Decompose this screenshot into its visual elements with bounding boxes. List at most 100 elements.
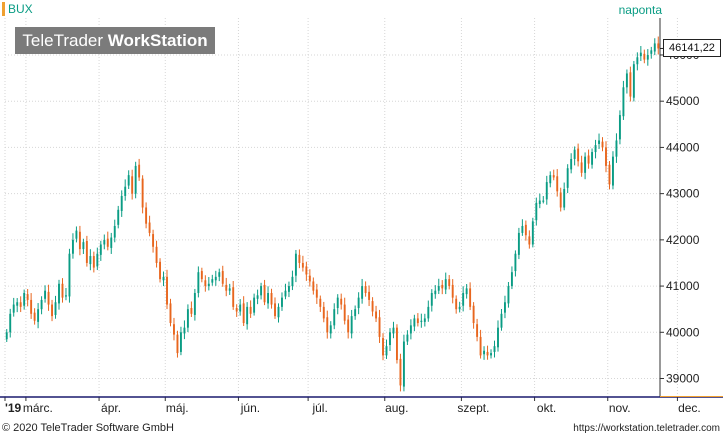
candle-body bbox=[535, 202, 538, 221]
candle-body bbox=[110, 237, 113, 248]
candle-body bbox=[246, 306, 249, 325]
candle-body bbox=[531, 221, 534, 245]
candle-body bbox=[573, 149, 576, 159]
candle-body bbox=[643, 53, 646, 60]
candle-body bbox=[559, 192, 562, 208]
candle-body bbox=[145, 207, 148, 224]
candle-body bbox=[225, 284, 228, 291]
candle-body bbox=[462, 293, 465, 306]
candle-body bbox=[504, 302, 506, 313]
x-tick-label: okt. bbox=[537, 401, 556, 415]
candle-body bbox=[357, 297, 360, 309]
x-tick-label: jún. bbox=[240, 401, 260, 415]
candle-body bbox=[263, 284, 266, 303]
candle-body bbox=[315, 289, 318, 298]
candle-body bbox=[340, 298, 343, 305]
candle-body bbox=[120, 195, 123, 211]
candle-body bbox=[476, 324, 479, 337]
candle-body bbox=[465, 288, 468, 295]
candle-body bbox=[354, 309, 357, 317]
candle-body bbox=[451, 284, 454, 298]
x-tick-label: máj. bbox=[166, 401, 189, 415]
candle-body bbox=[214, 276, 217, 281]
candle-body bbox=[625, 73, 628, 88]
candle-body bbox=[455, 298, 458, 310]
candle-body bbox=[598, 140, 600, 144]
candle-body bbox=[601, 141, 604, 148]
candle-body bbox=[68, 253, 71, 297]
candle-body bbox=[406, 334, 409, 342]
y-tick-label: 43000 bbox=[666, 187, 700, 201]
candle-body bbox=[350, 316, 353, 334]
candle-body bbox=[124, 186, 127, 196]
candle-body bbox=[138, 164, 141, 178]
candle-body bbox=[364, 286, 367, 294]
candle-body bbox=[249, 306, 252, 314]
series-name: BUX bbox=[2, 2, 33, 16]
y-tick-label: 41000 bbox=[666, 279, 700, 293]
candle-body bbox=[186, 309, 189, 328]
candle-body bbox=[524, 224, 527, 236]
candle-body bbox=[552, 175, 555, 178]
candle-body bbox=[155, 246, 158, 263]
candle-body bbox=[78, 231, 81, 250]
candle-body bbox=[33, 312, 36, 321]
candle-body bbox=[347, 319, 350, 333]
candle-body bbox=[556, 176, 559, 192]
candle-body bbox=[612, 156, 614, 186]
candle-body bbox=[176, 334, 179, 354]
logo-text-bold: WorkStation bbox=[107, 31, 208, 50]
candle-body bbox=[305, 266, 308, 275]
candle-body bbox=[545, 182, 548, 200]
candle-body bbox=[260, 286, 263, 296]
candle-body bbox=[479, 336, 482, 356]
footer-url: https://workstation.teletrader.com bbox=[573, 423, 720, 434]
y-axis: 3900040000410004200043000440004500046000 bbox=[659, 18, 700, 397]
candle-body bbox=[420, 320, 423, 322]
candle-body bbox=[322, 306, 325, 319]
candle-body bbox=[430, 293, 433, 306]
candle-body bbox=[117, 209, 120, 225]
candle-body bbox=[402, 341, 405, 387]
candle-body bbox=[193, 293, 196, 315]
candle-body bbox=[448, 279, 451, 287]
candle-body bbox=[584, 156, 587, 173]
candle-body bbox=[141, 178, 144, 208]
candle-body bbox=[308, 275, 311, 282]
x-tick-label: dec. bbox=[678, 401, 701, 415]
candle-body bbox=[427, 306, 430, 319]
candle-body bbox=[333, 309, 336, 326]
candle-body bbox=[92, 256, 95, 268]
candle-body bbox=[228, 288, 231, 291]
candle-body bbox=[563, 189, 566, 208]
candle-body bbox=[301, 262, 304, 268]
candle-body bbox=[134, 165, 137, 194]
candle-body bbox=[441, 284, 444, 289]
candle-body bbox=[538, 200, 541, 205]
candle-body bbox=[389, 332, 391, 346]
candle-body bbox=[416, 318, 419, 324]
candle-body bbox=[361, 286, 364, 299]
y-tick-label: 42000 bbox=[666, 233, 700, 247]
candle-body bbox=[371, 301, 374, 312]
x-tick-label: ápr. bbox=[101, 401, 121, 415]
candle-body bbox=[326, 317, 329, 333]
x-tick-label: nov. bbox=[609, 401, 631, 415]
candle-body bbox=[89, 256, 92, 265]
candle-body bbox=[131, 176, 134, 194]
candle-body bbox=[190, 308, 193, 314]
candle-body bbox=[294, 253, 297, 276]
candle-body bbox=[19, 302, 22, 307]
candle-body bbox=[200, 271, 203, 280]
candle-body bbox=[127, 175, 130, 186]
candle-body bbox=[298, 254, 301, 263]
candle-body bbox=[82, 242, 85, 250]
candle-body bbox=[221, 271, 224, 284]
copyright: © 2020 TeleTrader Software GmbH bbox=[2, 422, 174, 434]
candle-body bbox=[173, 324, 175, 335]
candle-body bbox=[159, 261, 161, 280]
candle-body bbox=[517, 232, 520, 255]
candle-body bbox=[629, 72, 632, 97]
candle-body bbox=[281, 297, 283, 307]
